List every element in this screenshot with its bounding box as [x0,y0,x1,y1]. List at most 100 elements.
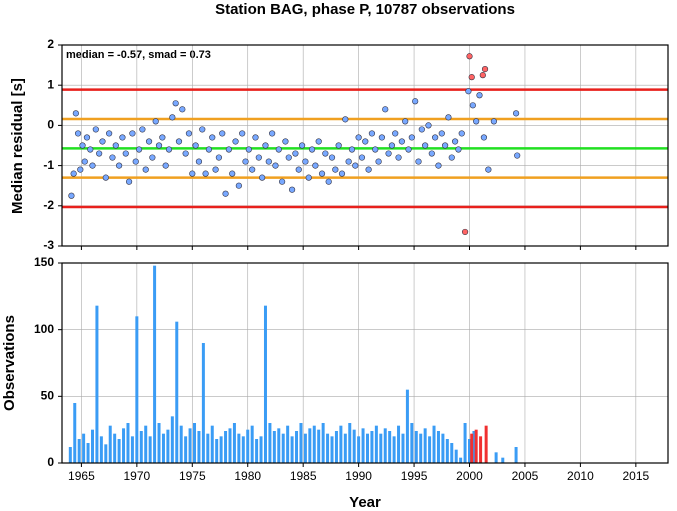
point [490,118,498,125]
point [285,154,292,161]
point [106,130,113,137]
bar [494,452,498,463]
point [222,190,229,197]
bar [86,443,90,463]
bar [454,449,458,463]
bar [312,425,316,463]
bar [68,447,72,463]
bar [250,425,254,463]
bar [122,428,126,463]
bar [215,439,219,463]
point [205,146,213,153]
bar [201,343,205,463]
point [295,166,302,173]
point [215,154,223,161]
bar [392,436,396,463]
point [382,106,389,113]
point [132,158,139,165]
point [368,130,376,137]
point [235,182,242,189]
point [245,146,252,153]
point [392,130,399,137]
point [328,154,336,161]
point [445,114,452,121]
point [225,146,232,153]
point [308,146,316,153]
bar [117,439,121,463]
point [99,138,106,145]
point [192,142,199,149]
point [72,110,79,117]
bar [224,431,228,463]
bar [357,436,361,463]
point [87,146,94,153]
bar [241,436,245,463]
point [129,130,136,137]
point [169,114,176,121]
bar [82,433,86,463]
point [335,142,342,149]
point [425,122,432,129]
point [473,118,480,125]
point [292,150,299,157]
bar [303,433,307,463]
point [242,158,249,165]
bar [268,423,272,463]
bar [474,429,478,463]
point [199,126,206,133]
bar [379,433,383,463]
point [83,134,91,141]
y-tick-label: 100 [34,322,54,336]
annotation: median = -0.57, smad = 0.73 [66,49,211,61]
x-tick-label: 2015 [622,469,649,483]
point [514,152,521,159]
bar [445,439,449,463]
point [189,170,196,177]
point [442,142,449,149]
bar [135,316,139,463]
point [265,158,272,165]
bar [232,423,236,463]
y-tick-label: 0 [47,455,54,469]
point [451,138,459,145]
point [412,98,419,105]
point [172,100,179,107]
bar [77,439,81,463]
point [77,166,84,173]
x-tick-label: 2005 [512,469,539,483]
point [149,154,156,161]
x-axis-label: Year [349,494,381,511]
bar [184,436,188,463]
point [461,228,469,236]
point [422,142,429,149]
point [365,166,372,173]
bar [468,439,472,463]
bar [130,436,134,463]
bar [170,416,174,463]
y-axis-label: Observations [1,315,18,411]
point [438,130,445,137]
bar [157,423,161,463]
point [405,146,412,153]
bar [219,436,223,463]
point [116,162,123,169]
point [348,146,356,153]
point [232,138,239,145]
point [125,178,133,185]
bar [405,389,409,463]
bar [188,428,192,463]
y-tick-label: -3 [43,238,54,252]
point [279,178,286,185]
bar [321,423,325,463]
bar [179,425,183,463]
point [395,154,402,161]
bar [175,321,179,463]
point [185,130,193,137]
bar [414,431,418,463]
bar [484,425,488,463]
y-tick-label: 1 [47,77,54,91]
point [315,138,322,145]
bar [472,431,476,463]
bar [210,425,214,463]
